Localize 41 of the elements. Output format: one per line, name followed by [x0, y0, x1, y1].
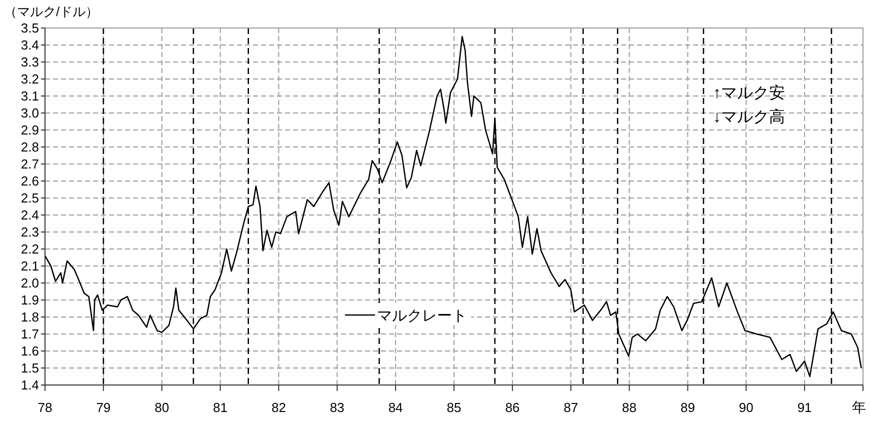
- y-tick-label: 3.2: [20, 72, 39, 87]
- y-tick-label: 1.6: [20, 344, 39, 359]
- y-tick-label: 2.8: [20, 140, 39, 155]
- x-tick-label: 91: [797, 400, 812, 415]
- x-tick-label: 83: [330, 400, 344, 415]
- x-tick-label: 81: [213, 400, 228, 415]
- y-tick-label: 3.4: [20, 38, 39, 53]
- annotation: ↓マルク高: [713, 108, 785, 126]
- y-tick-label: 1.4: [20, 378, 39, 393]
- x-tick-label: 86: [505, 400, 520, 415]
- y-tick-label: 2.7: [20, 156, 39, 172]
- x-tick-label: 90: [738, 400, 754, 415]
- y-tick-label: 3.1: [20, 88, 39, 104]
- x-tick-label: 79: [96, 400, 111, 415]
- y-tick-label: 2.3: [20, 224, 39, 240]
- y-tick-label: 3.0: [20, 106, 39, 121]
- y-tick-label: 2.2: [20, 242, 39, 257]
- x-tick-label: 89: [680, 400, 695, 415]
- y-tick-label: 1.5: [20, 360, 39, 376]
- x-tick-label: 85: [446, 400, 462, 415]
- y-tick-label: 3.5: [20, 20, 39, 36]
- y-tick-label: 1.8: [20, 310, 39, 325]
- y-tick-label: 1.7: [20, 326, 39, 342]
- y-tick-label: 2.5: [20, 190, 39, 206]
- y-tick-label: 2.0: [20, 276, 39, 291]
- y-tick-label: 1.9: [20, 292, 39, 308]
- x-tick-label: 78: [38, 400, 52, 415]
- annotation: ↑マルク安: [713, 84, 785, 102]
- legend-label: マルクレート: [377, 307, 467, 324]
- y-tick-label: 2.6: [20, 174, 39, 189]
- x-tick-label: 87: [564, 400, 578, 415]
- x-tick-label: 82: [271, 400, 286, 415]
- x-tick-label: 84: [388, 400, 403, 415]
- x-axis-title: 年: [852, 399, 866, 415]
- y-tick-label: 2.4: [20, 208, 39, 223]
- x-tick-label: 88: [622, 400, 637, 415]
- x-tick-label: 80: [154, 400, 170, 415]
- y-tick-label: 2.9: [20, 122, 39, 138]
- y-tick-label: 2.1: [20, 258, 39, 274]
- y-tick-label: 3.3: [20, 54, 39, 70]
- y-axis-title: （マルク/ドル）: [4, 4, 99, 19]
